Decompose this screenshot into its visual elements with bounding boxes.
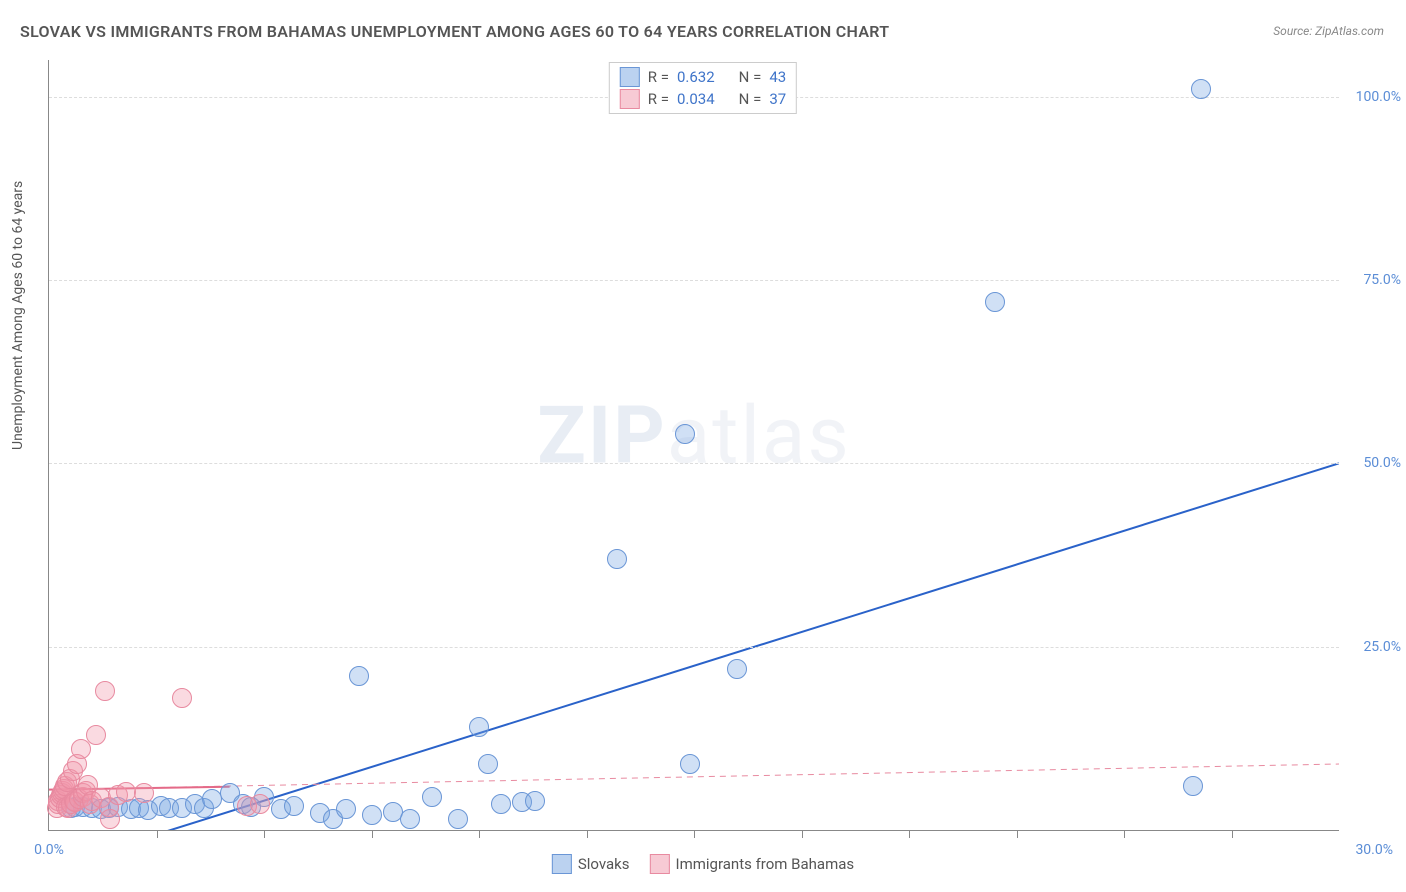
gridline-h [49,280,1339,281]
source-value: ZipAtlas.com [1315,24,1384,38]
x-tick [372,830,373,838]
point-slovaks [727,659,747,679]
x-tick [264,830,265,838]
point-slovaks [284,796,304,816]
point-slovaks [1191,79,1211,99]
x-tick [802,830,803,838]
x-tick [479,830,480,838]
legend-n-value: 37 [769,90,786,108]
point-bahamas [86,725,106,745]
point-slovaks [349,666,369,686]
point-slovaks [478,754,498,774]
x-tick [909,830,910,838]
legend-r-value: 0.034 [677,90,715,108]
legend-n-value: 43 [769,68,786,86]
legend-series: Slovaks Immigrants from Bahamas [552,854,854,874]
point-bahamas [71,739,91,759]
x-tick-label-left: 0.0% [34,842,64,858]
x-tick [694,830,695,838]
source-credit: Source: ZipAtlas.com [1273,24,1384,38]
legend-r-label: R = [648,90,669,108]
point-slovaks [469,717,489,737]
plot-area: ZIPatlas 25.0%50.0%75.0%100.0%0.0%30.0% [48,60,1339,831]
legend-swatch [620,67,640,87]
source-label: Source: [1273,24,1312,38]
point-slovaks [1183,776,1203,796]
x-tick [587,830,588,838]
trend-lines [49,60,1339,830]
point-slovaks [607,549,627,569]
x-tick [1124,830,1125,838]
legend-row: R = 0.034 N = 37 [620,88,786,110]
legend-n-label: N = [739,68,762,86]
chart-title: SLOVAK VS IMMIGRANTS FROM BAHAMAS UNEMPL… [20,22,889,41]
y-tick-label: 100.0% [1356,89,1401,105]
point-bahamas [100,809,120,829]
legend-swatch [650,854,670,874]
point-slovaks [336,799,356,819]
y-axis-label: Unemployment Among Ages 60 to 64 years [10,181,26,450]
point-bahamas [250,794,270,814]
y-tick-label: 75.0% [1363,272,1401,288]
point-slovaks [400,809,420,829]
legend-row: R = 0.632 N = 43 [620,66,786,88]
y-tick-label: 50.0% [1363,455,1401,471]
point-slovaks [491,794,511,814]
legend-series-label: Slovaks [578,855,630,873]
gridline-h [49,463,1339,464]
legend-swatch [620,89,640,109]
point-slovaks [448,809,468,829]
x-tick [1017,830,1018,838]
legend-series-item: Slovaks [552,854,630,874]
point-slovaks [680,754,700,774]
legend-r-label: R = [648,68,669,86]
point-slovaks [362,805,382,825]
x-tick [1232,830,1233,838]
x-tick [157,830,158,838]
legend-swatch [552,854,572,874]
point-bahamas [95,681,115,701]
legend-r-value: 0.632 [677,68,715,86]
gridline-h [49,647,1339,648]
point-slovaks [985,292,1005,312]
point-bahamas [134,783,154,803]
x-tick-label-right: 30.0% [1355,842,1393,858]
point-slovaks [525,791,545,811]
point-bahamas [172,688,192,708]
legend-series-label: Immigrants from Bahamas [676,855,855,873]
legend-correlation: R = 0.632 N = 43 R = 0.034 N = 37 [609,62,797,114]
legend-n-label: N = [739,90,762,108]
legend-series-item: Immigrants from Bahamas [650,854,855,874]
point-slovaks [422,787,442,807]
y-tick-label: 25.0% [1363,639,1401,655]
point-slovaks [675,424,695,444]
watermark-bold: ZIP [537,389,667,483]
